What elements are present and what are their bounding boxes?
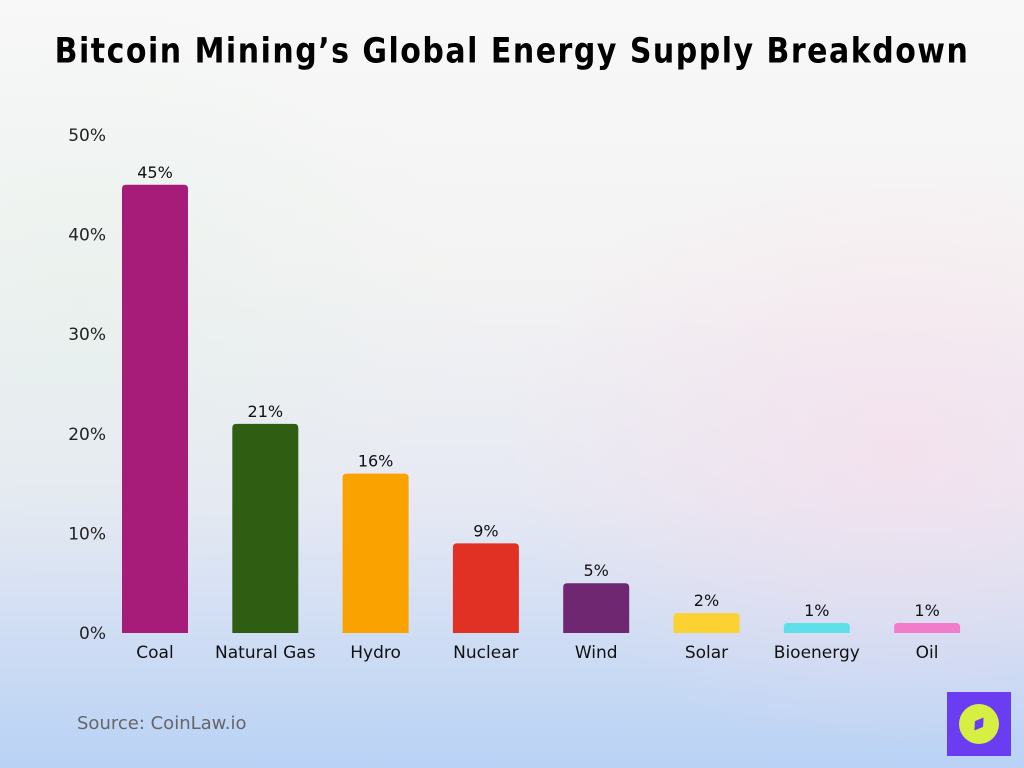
data-label: 21% [248, 402, 284, 421]
bar [232, 423, 299, 633]
y-tick-label: 20% [68, 425, 106, 445]
x-tick-label: Bioenergy [774, 643, 860, 663]
data-label: 9% [473, 521, 498, 540]
source-text: Source: CoinLaw.io [77, 713, 247, 734]
bar [894, 623, 961, 633]
data-label: 5% [584, 561, 609, 580]
x-tick-label: Coal [136, 643, 173, 663]
data-label: 1% [914, 601, 939, 620]
x-tick-label: Oil [916, 643, 939, 663]
compass-icon [947, 692, 1011, 756]
y-tick-label: 0% [79, 624, 106, 644]
y-tick-label: 40% [68, 226, 106, 246]
bar [452, 543, 519, 633]
bar [563, 583, 630, 633]
x-tick-label: Natural Gas [215, 643, 316, 663]
bar [783, 623, 850, 633]
y-tick-label: 50% [68, 126, 106, 146]
bar [673, 613, 740, 633]
y-tick-label: 10% [68, 524, 106, 544]
data-label: 1% [804, 601, 829, 620]
bar [342, 473, 409, 633]
data-label: 2% [694, 591, 719, 610]
chart-title: Bitcoin Mining’s Global Energy Supply Br… [54, 31, 970, 72]
x-tick-label: Nuclear [453, 643, 518, 663]
x-tick-label: Hydro [350, 643, 401, 663]
x-tick-label: Solar [685, 643, 728, 663]
x-tick-label: Wind [575, 643, 618, 663]
y-tick-label: 30% [68, 325, 106, 345]
data-label: 16% [358, 452, 394, 471]
data-label: 45% [137, 163, 173, 182]
bar [122, 184, 188, 634]
